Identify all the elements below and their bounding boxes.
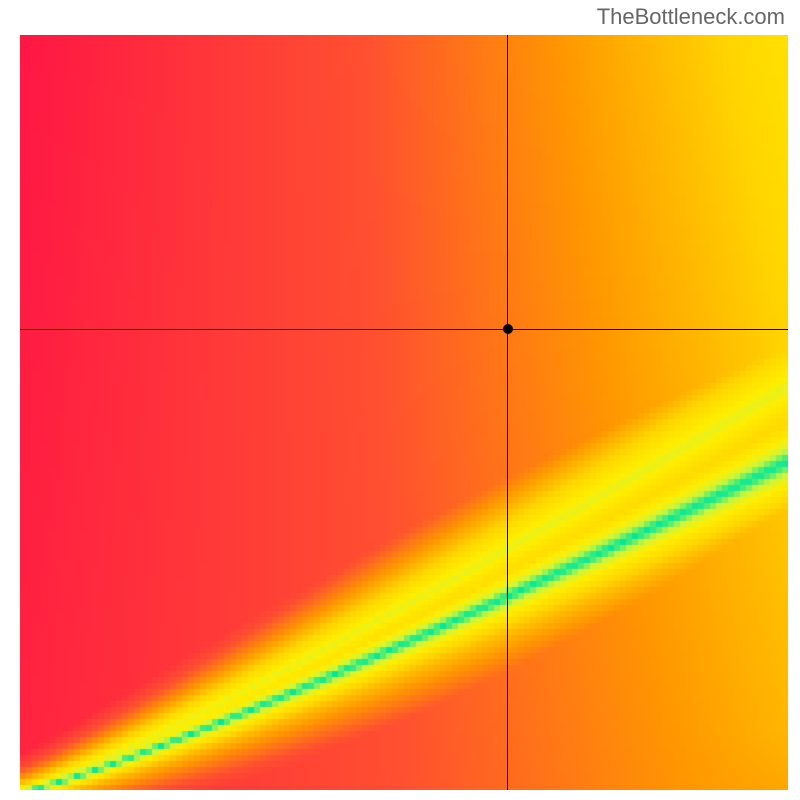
crosshair-vertical-line <box>507 35 508 790</box>
chart-container: TheBottleneck.com <box>0 0 800 800</box>
watermark-text: TheBottleneck.com <box>597 4 785 30</box>
crosshair-horizontal-line <box>20 329 788 330</box>
heatmap-canvas <box>20 35 788 790</box>
